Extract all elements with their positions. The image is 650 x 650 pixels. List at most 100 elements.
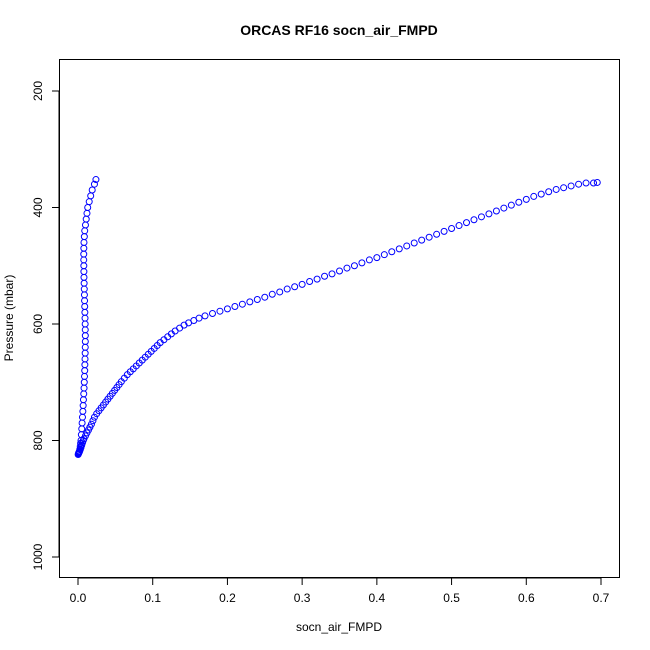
data-point — [83, 209, 91, 217]
data-point — [80, 238, 88, 246]
plot-area-frame — [59, 59, 620, 578]
data-point — [88, 186, 96, 194]
data-point — [276, 288, 284, 296]
data-points — [74, 176, 601, 458]
x-tick-label: 0.3 — [294, 591, 311, 605]
data-point — [373, 254, 381, 262]
data-point — [358, 259, 366, 267]
data-point — [425, 233, 433, 241]
data-point — [395, 245, 403, 253]
y-axis: 200 400 600 800 1000 — [31, 81, 60, 570]
data-point — [313, 275, 321, 283]
data-point — [89, 417, 97, 425]
data-point — [418, 236, 426, 244]
data-point — [81, 314, 89, 322]
data-point — [80, 250, 88, 258]
data-point — [80, 285, 88, 293]
data-point — [575, 180, 583, 188]
data-point — [81, 308, 89, 316]
data-point — [328, 270, 336, 278]
data-point — [201, 312, 209, 320]
data-point — [81, 326, 89, 334]
data-point — [477, 213, 485, 221]
data-point — [485, 210, 493, 218]
data-point — [537, 190, 545, 198]
data-point — [87, 420, 95, 428]
y-tick-label: 400 — [31, 197, 45, 217]
x-axis-label: socn_air_FMPD — [296, 620, 382, 634]
data-point — [321, 272, 329, 280]
data-point — [78, 419, 86, 427]
data-point — [81, 372, 88, 380]
data-point — [80, 244, 88, 252]
y-tick-label: 800 — [31, 430, 45, 450]
data-point — [85, 198, 93, 206]
data-point — [455, 222, 463, 230]
data-point — [81, 221, 89, 229]
data-point — [81, 320, 89, 328]
data-point — [78, 425, 86, 433]
data-point — [80, 378, 88, 386]
data-point — [81, 343, 89, 351]
x-tick-label: 0.6 — [518, 591, 535, 605]
data-point — [268, 290, 276, 298]
data-point — [545, 188, 553, 196]
data-point — [80, 268, 88, 276]
data-point — [291, 283, 299, 291]
x-tick-label: 0.4 — [369, 591, 386, 605]
data-point — [283, 285, 291, 293]
data-point — [81, 337, 89, 345]
data-point — [343, 264, 351, 272]
data-point — [79, 396, 87, 404]
data-point — [87, 192, 95, 200]
data-point — [81, 349, 89, 357]
x-axis: 0.0 0.1 0.2 0.3 0.4 0.5 0.6 0.7 — [70, 577, 610, 605]
data-point — [208, 310, 216, 318]
y-axis-label: Pressure (mbar) — [2, 275, 16, 362]
data-point — [336, 267, 343, 275]
data-point — [80, 279, 88, 287]
x-tick-label: 0.0 — [70, 591, 87, 605]
data-point — [80, 233, 88, 241]
data-point — [365, 256, 373, 264]
data-point — [90, 180, 98, 188]
data-point — [231, 303, 239, 311]
data-point — [81, 361, 89, 369]
x-tick-label: 0.2 — [219, 591, 236, 605]
data-point — [80, 273, 88, 281]
data-point — [81, 355, 89, 363]
data-point — [350, 262, 358, 270]
x-tick-label: 0.5 — [443, 591, 460, 605]
data-point — [298, 280, 306, 288]
data-point — [582, 179, 590, 187]
data-point — [82, 215, 90, 223]
data-point — [195, 314, 203, 322]
data-point — [81, 297, 89, 305]
x-tick-label: 0.7 — [593, 591, 610, 605]
data-point — [92, 176, 100, 184]
data-point — [403, 242, 411, 250]
data-point — [552, 185, 560, 193]
data-point — [80, 256, 88, 264]
data-point — [84, 204, 92, 211]
x-tick-label: 0.1 — [144, 591, 161, 605]
data-point — [507, 201, 515, 209]
data-point — [410, 239, 418, 247]
data-point — [261, 293, 269, 301]
data-point — [80, 291, 88, 299]
data-point — [78, 413, 86, 421]
data-point — [590, 179, 598, 187]
data-point — [388, 248, 396, 256]
data-point — [440, 227, 448, 235]
data-point — [80, 262, 88, 270]
data-point — [463, 219, 471, 227]
data-point — [448, 224, 456, 232]
data-point — [246, 298, 254, 306]
y-tick-label: 600 — [31, 314, 45, 334]
data-point — [81, 227, 89, 235]
data-point — [79, 407, 87, 415]
data-point — [492, 207, 500, 215]
data-point — [433, 230, 441, 238]
data-point — [560, 184, 568, 192]
